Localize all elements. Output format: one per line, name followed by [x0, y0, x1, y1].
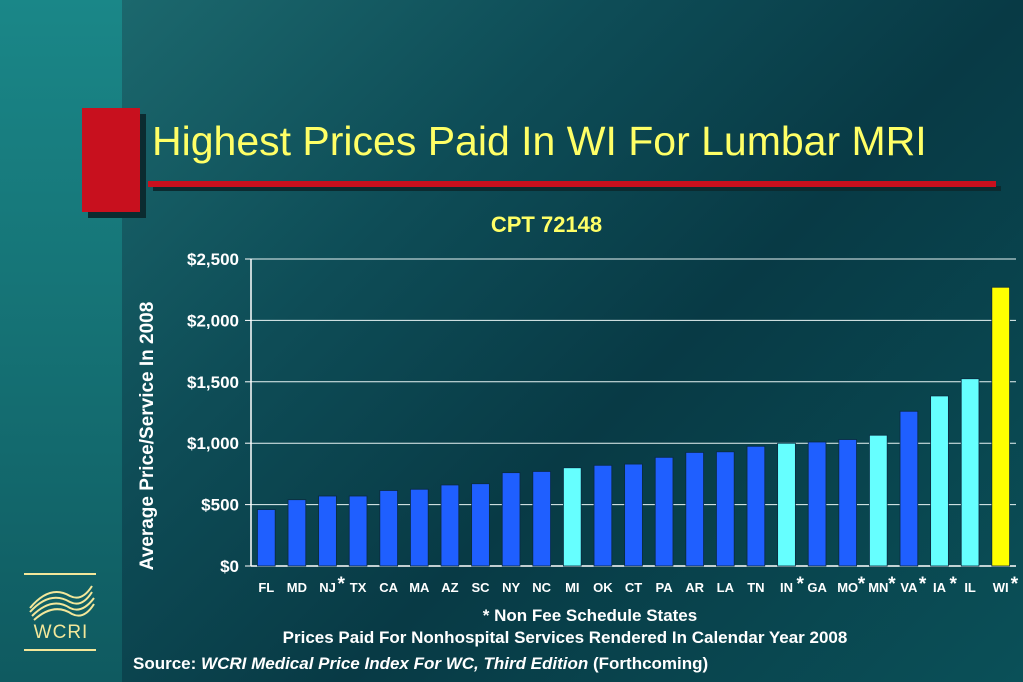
x-tick-label: AZ [441, 580, 458, 595]
bar-sc [471, 483, 490, 567]
asterisk-mark: * [858, 574, 866, 595]
y-axis-label: Average Price/Service In 2008 [137, 302, 158, 571]
x-tick-label: OK [593, 580, 613, 595]
bar-ok [593, 464, 613, 567]
asterisk-mark: * [950, 574, 958, 595]
x-tick-label: IN [780, 580, 793, 595]
logo-text: WCRI [33, 622, 89, 643]
x-tick-label: TN [747, 580, 764, 595]
bar-wi [991, 286, 1010, 567]
x-tick-label: SC [471, 580, 490, 595]
y-tick-label: $1,500 [187, 373, 239, 392]
x-tick-label: MD [287, 580, 307, 595]
bar-fl [257, 509, 276, 567]
asterisk-mark: * [797, 574, 805, 595]
asterisk-mark: * [919, 574, 927, 595]
bar-nj [318, 495, 337, 567]
source-title: WCRI Medical Price Index For WC, Third E… [201, 654, 589, 673]
footnote: * Non Fee Schedule States [482, 606, 698, 625]
source-line: Source: WCRI Medical Price Index For WC,… [133, 654, 708, 674]
x-tick-label: PA [656, 580, 674, 595]
x-tick-label: AR [685, 580, 704, 595]
bar-il [960, 378, 980, 567]
x-tick-label: IL [964, 580, 976, 595]
source-label: Source: [133, 654, 202, 673]
source-suffix: (Forthcoming) [588, 654, 709, 673]
bar-az [440, 484, 460, 567]
x-tick-label: NC [532, 580, 551, 595]
bar-ny [501, 472, 521, 567]
x-tick-label: MN [868, 580, 888, 595]
x-tick-label: WI [993, 580, 1009, 595]
bar-tn [746, 445, 766, 567]
bar-ma [410, 488, 429, 567]
asterisk-mark: * [338, 574, 346, 595]
x-tick-label: CA [379, 580, 398, 595]
y-tick-label: $2,000 [187, 311, 239, 330]
chart-title: CPT 72148 [490, 212, 603, 237]
x-tick-label: NY [502, 580, 520, 595]
x-tick-label: MI [565, 580, 579, 595]
bar-ca [379, 490, 398, 567]
bar-va [899, 410, 919, 567]
x-tick-label: GA [807, 580, 827, 595]
x-tick-label: MA [409, 580, 430, 595]
bar-tx [348, 495, 368, 567]
title-underline-shadow [153, 186, 1001, 191]
bar-mn [869, 434, 888, 567]
bar-mi [563, 467, 582, 567]
asterisk-mark: * [1011, 574, 1019, 595]
slide-title: Highest Prices Paid In WI For Lumbar MRI [152, 118, 927, 164]
x-tick-label: MO [837, 580, 858, 595]
y-tick-label: $2,500 [187, 250, 239, 269]
bar-md [287, 499, 307, 567]
bar-ia [930, 395, 949, 567]
bar-ga [807, 441, 827, 567]
x-tick-label: VA [900, 580, 918, 595]
x-tick-label: CT [625, 580, 642, 595]
accent-square [82, 108, 140, 212]
caption: Prices Paid For Nonhospital Services Ren… [282, 628, 848, 647]
y-tick-label: $1,000 [187, 434, 239, 453]
bar-in [777, 442, 796, 567]
wcri-wave-logo-icon [24, 573, 96, 651]
title-underline [148, 181, 996, 187]
bar-mo [838, 439, 857, 567]
bar-ct [624, 463, 643, 567]
x-tick-label: NJ [319, 580, 336, 595]
y-tick-label: $500 [201, 496, 239, 515]
bar-nc [532, 471, 551, 567]
bar-la [716, 451, 735, 567]
x-tick-label: LA [717, 580, 735, 595]
bar-pa [654, 456, 674, 567]
x-tick-label: TX [350, 580, 367, 595]
asterisk-mark: * [888, 574, 896, 595]
x-tick-label: IA [933, 580, 947, 595]
y-tick-label: $0 [220, 557, 239, 576]
x-tick-label: FL [258, 580, 274, 595]
bar-ar [685, 452, 704, 567]
